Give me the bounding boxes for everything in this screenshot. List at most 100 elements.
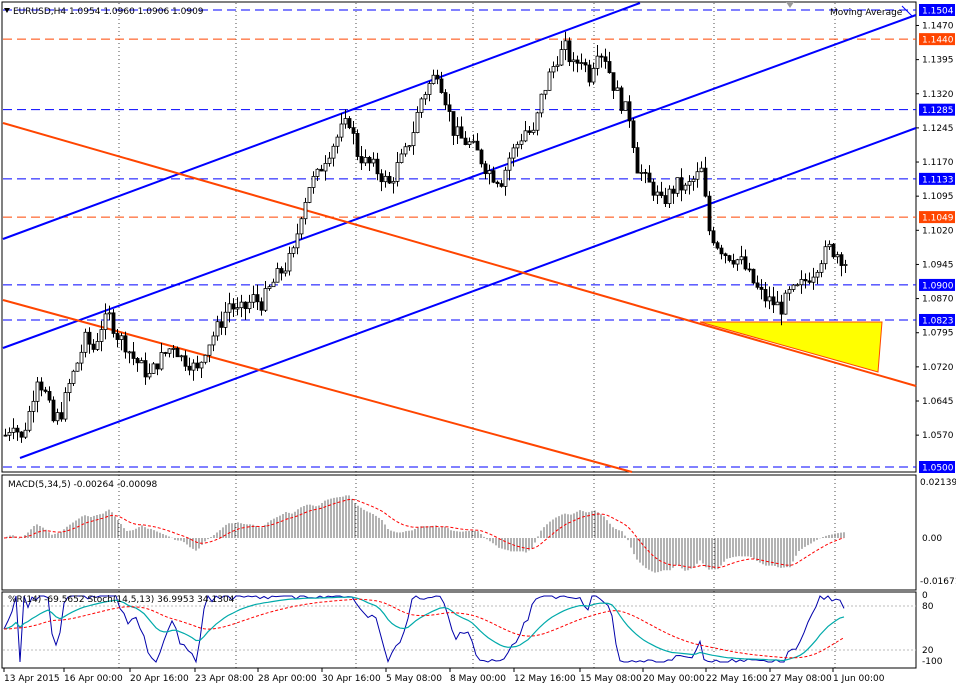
- stoch-signal-line: [3, 598, 845, 659]
- red-channel-lower: [2, 299, 633, 473]
- candle-body: [463, 137, 468, 145]
- candle-body: [515, 143, 520, 149]
- candle-body: [119, 335, 124, 340]
- candle-body: [575, 59, 580, 64]
- candle-body: [843, 264, 848, 266]
- level-tag-label-5: 1.0900: [922, 281, 954, 291]
- candle-body: [171, 347, 176, 350]
- candle-body: [699, 167, 704, 173]
- candle-body: [287, 252, 292, 272]
- candle-body: [43, 389, 48, 392]
- candle-body: [835, 254, 840, 258]
- candle-body: [87, 331, 92, 345]
- candle-body: [471, 140, 476, 143]
- candle-body: [83, 331, 88, 353]
- candle-body: [819, 263, 824, 273]
- candle-body: [615, 87, 620, 91]
- candle-body: [399, 153, 404, 163]
- candle-body: [495, 181, 500, 185]
- candle-body: [667, 188, 672, 205]
- candle-body: [275, 268, 280, 283]
- xtick-label-7: 8 May 00:00: [450, 674, 506, 684]
- candle-body: [55, 412, 60, 422]
- level-tag-label-0: 1.1504: [922, 7, 954, 17]
- candle-body: [299, 218, 304, 235]
- ytick-label-9: 1.0795: [922, 329, 954, 339]
- candle-body: [443, 92, 448, 106]
- candle-body: [403, 146, 408, 155]
- level-tag-label-4: 1.1049: [922, 214, 954, 224]
- candle-body: [147, 373, 152, 378]
- level-tag-label-3: 1.1133: [922, 175, 954, 185]
- candle-body: [411, 132, 416, 147]
- xtick-label-2: 20 Apr 16:00: [130, 674, 189, 684]
- candle-body: [91, 343, 96, 350]
- candle-body: [771, 296, 776, 306]
- candle-body: [27, 411, 32, 431]
- candle-body: [607, 61, 612, 74]
- candle-body: [743, 256, 748, 270]
- blue-channel-mid: [2, 14, 917, 349]
- candle-body: [243, 301, 248, 310]
- candle-body: [623, 101, 628, 111]
- level-tag-label-6: 1.0823: [922, 316, 954, 326]
- ytick-label-4: 1.1170: [922, 158, 954, 168]
- moving-average-label[interactable]: Moving Average: [830, 8, 903, 18]
- ytick-label-1: 1.1395: [922, 56, 954, 66]
- macd-histogram: [6, 495, 845, 573]
- candle-body: [679, 177, 684, 191]
- candle-body: [367, 157, 372, 164]
- candle-body: [371, 158, 376, 164]
- ytick-label-3: 1.1245: [922, 124, 954, 134]
- candle-body: [627, 101, 632, 122]
- candle-body: [811, 276, 816, 283]
- candle-body: [271, 281, 276, 288]
- level-tag-label-2: 1.1285: [922, 106, 954, 116]
- candle-body: [735, 259, 740, 265]
- candle-body: [643, 171, 648, 174]
- candle-body: [247, 301, 252, 310]
- ytick-label-2: 1.1320: [922, 90, 954, 100]
- candle-body: [491, 170, 496, 183]
- candle-body: [151, 363, 156, 374]
- wr-line: [3, 594, 845, 664]
- ytick-label-8: 1.0870: [922, 295, 954, 305]
- candle-body: [567, 40, 572, 63]
- candle-body: [423, 94, 428, 100]
- osc-tick-0: 0: [922, 591, 928, 601]
- xtick-label-10: 20 May 00:00: [643, 674, 705, 684]
- candle-body: [563, 40, 568, 50]
- candle-body: [499, 183, 504, 187]
- oscillator-lines: [3, 594, 916, 664]
- candle-body: [587, 64, 592, 83]
- candle-body: [15, 427, 20, 433]
- xtick-label-8: 12 May 16:00: [514, 674, 576, 684]
- candle-body: [159, 352, 164, 370]
- candle-body: [175, 347, 180, 358]
- ma-handle-cross[interactable]: [901, 5, 913, 17]
- candle-body: [155, 363, 160, 370]
- blue-channel-lower: [19, 127, 917, 459]
- candle-body: [479, 149, 484, 165]
- candle-body: [323, 163, 328, 172]
- main-pane: [1, 1, 917, 473]
- candle-body: [827, 243, 832, 248]
- candle-body: [431, 74, 436, 84]
- candle-body: [687, 181, 692, 186]
- candle-body: [11, 427, 16, 433]
- candle-body: [459, 126, 464, 139]
- level-tag-5: [919, 278, 955, 291]
- candle-body: [267, 286, 272, 289]
- candle-body: [543, 89, 548, 95]
- candle-body: [763, 289, 768, 302]
- candle-body: [447, 104, 452, 112]
- macd-tick-zero: 0.00: [922, 534, 942, 544]
- candle-body: [439, 78, 444, 93]
- osc-tick-80: 80: [922, 602, 934, 612]
- xtick-label-11: 22 May 16:00: [706, 674, 768, 684]
- level-tag-2: [919, 103, 955, 116]
- candle-body: [387, 175, 392, 184]
- candle-body: [683, 184, 688, 191]
- candle-body: [295, 233, 300, 249]
- candle-body: [303, 202, 308, 220]
